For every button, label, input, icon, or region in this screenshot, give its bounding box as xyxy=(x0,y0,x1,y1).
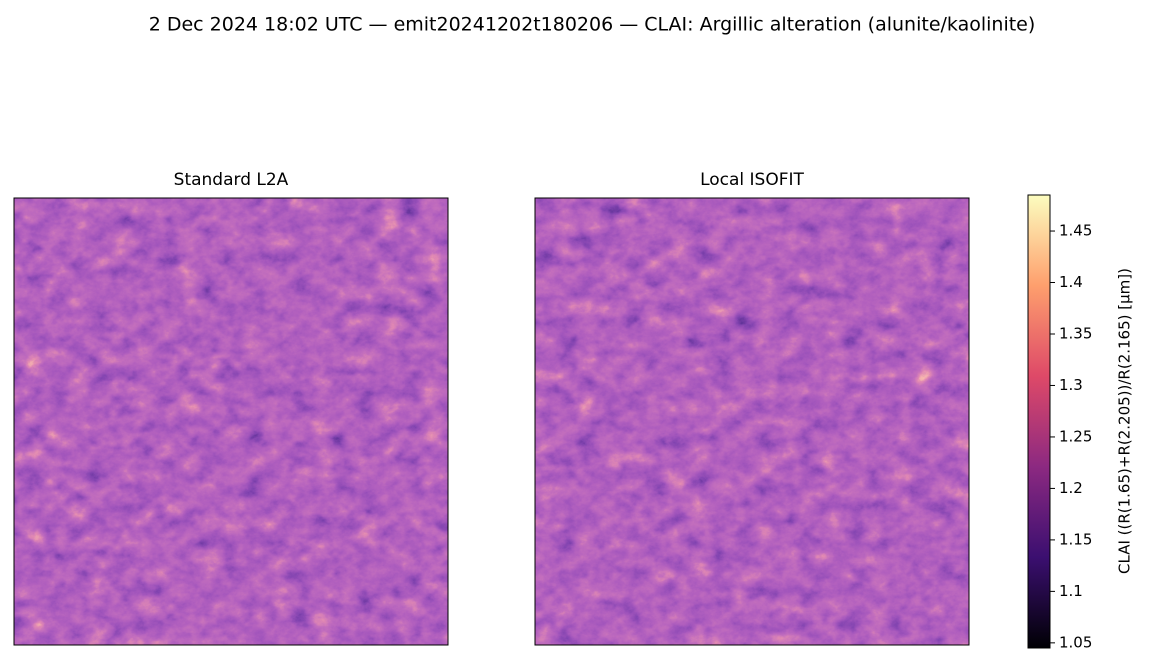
colorbar-tick-label: 1.25 xyxy=(1059,427,1092,445)
colorbar-ticks: 1.05 1.1 1.15 1.2 1.25 1.3 1.35 1.4 1.45 xyxy=(1050,222,1092,651)
colorbar-tick-label: 1.35 xyxy=(1059,324,1092,342)
panel-title: Standard L2A xyxy=(174,170,289,190)
panel-title: Local ISOFIT xyxy=(700,170,804,190)
panel-frame xyxy=(13,197,449,646)
figure-title: 2 Dec 2024 18:02 UTC — emit20241202t1802… xyxy=(149,14,1036,36)
colorbar-tick-label: 1.4 xyxy=(1059,273,1083,291)
colorbar-tick-label: 1.05 xyxy=(1059,633,1092,651)
colorbar-tick-label: 1.2 xyxy=(1059,479,1083,497)
colorbar-tick-label: 1.15 xyxy=(1059,530,1092,548)
image-panel xyxy=(535,198,969,645)
colorbar-tick-label: 1.45 xyxy=(1059,222,1092,240)
colorbar-label: CLAI ((R(1.65)+R(2.205))/R(2.165) [µm]) xyxy=(1116,268,1134,574)
colorbar-tick-label: 1.1 xyxy=(1059,582,1083,600)
panel-frame xyxy=(534,197,970,646)
colorbar-tick-label: 1.3 xyxy=(1059,376,1083,394)
image-panel xyxy=(14,198,448,645)
colorbar xyxy=(1027,194,1051,649)
